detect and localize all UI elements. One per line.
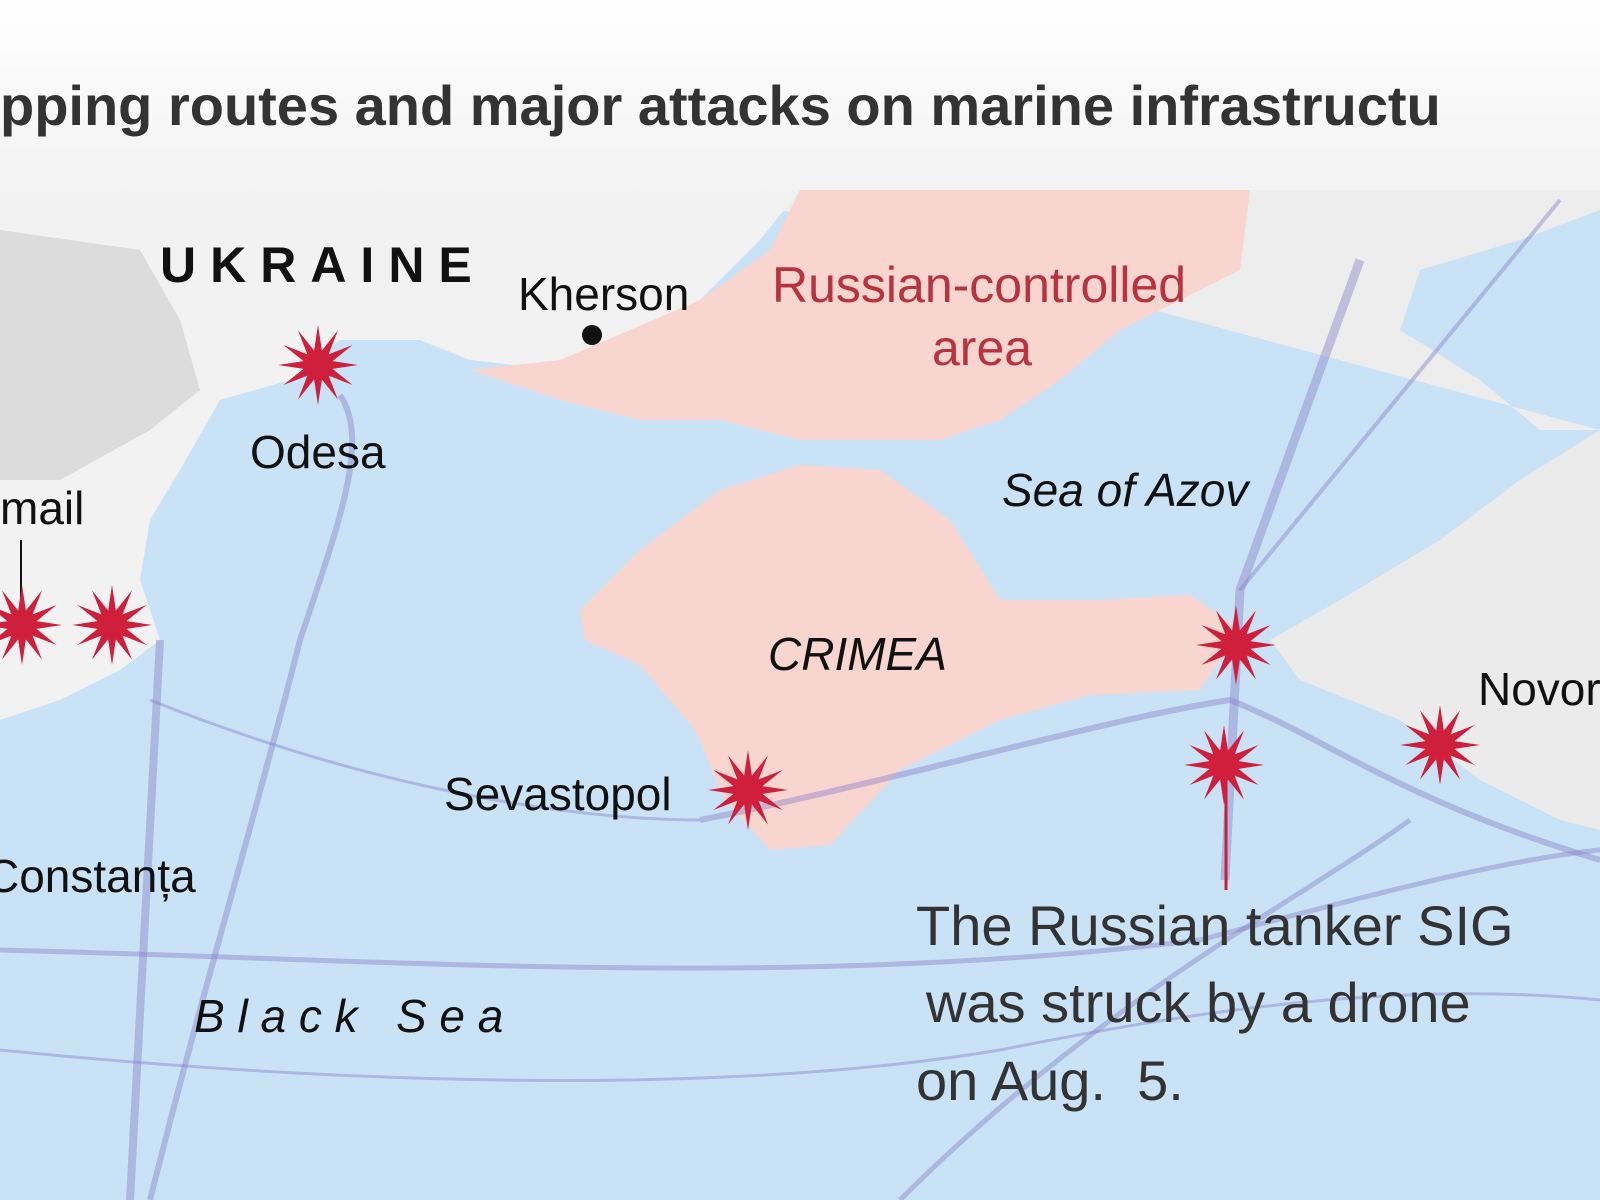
area-label: Russian-controlled: [772, 257, 1186, 313]
city-label: Odesa: [250, 426, 386, 478]
land-east: [1270, 430, 1600, 830]
city-label: Novor: [1478, 663, 1600, 715]
region-label: CRIMEA: [768, 628, 947, 680]
annotation-line: on Aug. 5.: [916, 1049, 1184, 1112]
annotation-line: was struck by a drone: [925, 971, 1471, 1034]
area-label: area: [932, 320, 1032, 376]
russian-controlled-mainland: [470, 190, 1250, 440]
sea-label: Sea of Azov: [1002, 464, 1251, 516]
attack-icon: [1400, 705, 1480, 785]
city-label: mail: [0, 482, 84, 534]
attack-icon: [1184, 725, 1264, 805]
sea-label: B l a c k S e a: [194, 990, 503, 1042]
kherson-dot: [582, 325, 602, 345]
attack-icon: [708, 750, 788, 830]
shipping-routes: [0, 198, 1600, 1200]
crimea-land: [580, 465, 1240, 850]
attack-icon: [1196, 605, 1276, 685]
attacks: [0, 325, 1480, 830]
attack-icon: [0, 585, 62, 665]
attack-icon: [278, 325, 358, 405]
annotation-line: The Russian tanker SIG: [916, 894, 1514, 957]
attack-icon: [72, 585, 152, 665]
title: pping routes and major attacks on marine…: [0, 74, 1441, 137]
city-label: Sevastopol: [444, 768, 672, 820]
country-label: UKRAINE: [160, 237, 486, 293]
land-moldova: [0, 230, 200, 480]
city-label: Kherson: [518, 268, 689, 320]
city-label: Constanța: [0, 850, 196, 902]
top-fade: [0, 0, 1600, 200]
